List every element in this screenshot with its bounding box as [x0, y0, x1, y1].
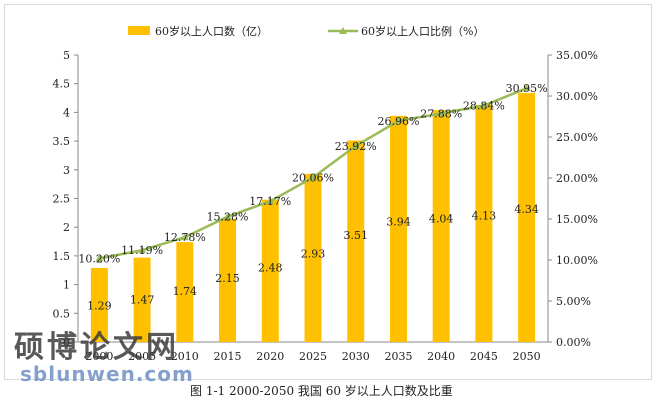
bar [432, 110, 450, 342]
bar [261, 199, 279, 342]
line-point [394, 116, 403, 124]
legend-line-marker [339, 27, 347, 34]
line-value-label: 10.20% [78, 252, 120, 265]
line-value-label: 11.19% [121, 244, 163, 257]
x-tick-label: 2025 [299, 350, 327, 363]
line-value-label: 27.88% [420, 107, 462, 120]
bar-value-label: 4.04 [429, 212, 454, 225]
line-point [479, 101, 488, 109]
chart-frame [4, 4, 652, 380]
bar-value-label: 2.48 [258, 262, 283, 275]
bar [347, 140, 365, 342]
legend-bar-label: 60岁以上人口数（亿） [155, 24, 268, 38]
bar-value-label: 1.74 [173, 285, 198, 298]
legend-bar-swatch [128, 26, 150, 35]
bar-value-label: 4.34 [514, 203, 539, 216]
y-left-tick-label: 3.5 [53, 135, 71, 148]
bar-value-label: 3.94 [386, 216, 411, 229]
y-right-tick-label: 20.00% [556, 172, 598, 185]
line-value-label: 30.95% [506, 82, 548, 95]
line-value-label: 20.06% [292, 172, 334, 185]
line-value-label: 28.84% [463, 100, 505, 113]
y-left-tick-label: 4.5 [53, 78, 71, 91]
y-left-tick-label: 5 [63, 49, 70, 62]
bar [219, 218, 237, 342]
line-point [95, 254, 104, 262]
line-value-label: 12.78% [164, 231, 206, 244]
line-value-label: 26.96% [377, 115, 419, 128]
bar-value-label: 2.15 [215, 272, 240, 285]
y-right-tick-label: 0.00% [556, 336, 591, 349]
x-tick-label: 2040 [427, 350, 455, 363]
x-tick-label: 2000 [85, 350, 113, 363]
line-point [309, 173, 317, 181]
y-left-tick-label: 0.5 [53, 307, 71, 320]
line-point [266, 197, 275, 205]
line-point [351, 141, 360, 149]
y-right-tick-label: 10.00% [556, 254, 598, 267]
bar [90, 267, 108, 342]
x-tick-label: 2045 [470, 350, 498, 363]
x-tick-label: 2015 [214, 350, 242, 363]
line-value-label: 17.17% [249, 195, 291, 208]
y-left-tick-label: 1.5 [53, 250, 71, 263]
line-point [522, 84, 531, 92]
x-tick-label: 2005 [128, 350, 156, 363]
bar [475, 104, 493, 342]
x-tick-label: 2035 [384, 350, 412, 363]
x-tick-label: 2020 [256, 350, 284, 363]
y-left-tick-label: 4 [63, 106, 70, 119]
y-right-tick-label: 35.00% [556, 49, 598, 62]
line-point [180, 233, 189, 241]
line-point [138, 246, 147, 254]
bar-value-label: 2.93 [301, 247, 326, 260]
bar [304, 173, 322, 342]
watermark-chinese: 硕博论文网 [14, 330, 179, 365]
bar [176, 242, 194, 342]
bar-value-label: 3.51 [343, 229, 368, 242]
bar [518, 92, 536, 342]
y-right-tick-label: 15.00% [556, 213, 598, 226]
x-tick-label: 2050 [513, 350, 541, 363]
y-right-tick-label: 30.00% [556, 90, 598, 103]
y-right-tick-label: 5.00% [556, 295, 591, 308]
y-right-tick-label: 25.00% [556, 131, 598, 144]
y-left-tick-label: 2.5 [53, 193, 71, 206]
y-left-tick-label: 0 [63, 336, 70, 349]
y-left-tick-label: 1 [63, 279, 70, 292]
watermark-url: sblunwen.com [20, 362, 194, 386]
bar-value-label: 4.13 [472, 210, 497, 223]
x-tick-label: 2010 [171, 350, 199, 363]
x-tick-label: 2030 [342, 350, 370, 363]
y-left-tick-label: 3 [63, 164, 70, 177]
bar [389, 115, 407, 343]
legend-line-label: 60岁以上人口比例（%） [361, 24, 484, 38]
figure-caption: 图 1-1 2000-2050 我国 60 岁以上人口数及比重 [190, 384, 453, 398]
line-value-label: 15.28% [207, 211, 249, 224]
bar-value-label: 1.47 [130, 294, 155, 307]
bar [133, 257, 151, 342]
line-point [223, 212, 232, 220]
line-point [437, 109, 446, 117]
bar-value-label: 1.29 [87, 299, 112, 312]
y-left-tick-label: 2 [63, 221, 70, 234]
line-value-label: 23.92% [335, 140, 377, 153]
